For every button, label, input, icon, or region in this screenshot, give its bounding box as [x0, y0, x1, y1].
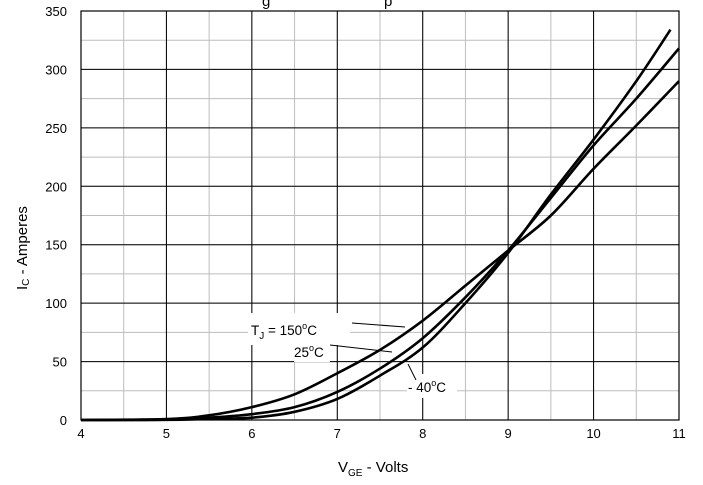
y-tick-label: 300 [45, 62, 67, 77]
x-tick-label: 11 [672, 426, 686, 441]
annotation-150c-tail: C [307, 323, 317, 338]
y-axis-title-main: I [14, 286, 31, 290]
y-axis-title-rest: - Amperes [14, 206, 31, 279]
annotation-150c-sub: J [259, 331, 264, 342]
annotation-25c-leader [329, 344, 393, 353]
annotation-150c-label: TJ = 150oC [251, 321, 317, 342]
annotation-25c-tail: C [314, 345, 324, 360]
y-tick-label: 350 [45, 4, 67, 19]
x-axis-title-sub: GE [348, 468, 363, 479]
title-fragment-2: p [384, 0, 392, 10]
x-axis-title: VGE - Volts [338, 459, 408, 479]
x-tick-labels: 4 5 6 7 8 9 10 11 [77, 426, 685, 441]
annotation-minus40c-label: - 40oC [408, 378, 446, 395]
series-line-0 [80, 80, 680, 422]
y-tick-label: 250 [45, 121, 67, 136]
x-tick-label: 10 [586, 426, 600, 441]
annotation-150c-sup: o [302, 321, 307, 331]
series-group [80, 28, 680, 422]
y-axis-title-sub: C [21, 279, 32, 286]
annotation-minus40c-sup: o [431, 378, 436, 388]
y-tick-label: 200 [45, 179, 67, 194]
x-axis-title-main: V [338, 459, 348, 476]
annotation-minus40c-tail: C [436, 380, 446, 395]
plot-frame [80, 10, 680, 421]
annotation-25c-main: 25 [294, 345, 309, 360]
title-fragment-1: g [262, 0, 270, 10]
annotation-150c-background [248, 313, 350, 345]
annotation-150c-leader [351, 322, 406, 328]
annotation-25c-background [294, 340, 330, 362]
annotation-minus40c-main: - 40 [408, 380, 431, 395]
y-tick-label: 0 [60, 413, 67, 428]
x-tick-label: 5 [163, 426, 170, 441]
y-tick-label: 150 [45, 238, 67, 253]
y-tick-label: 100 [45, 296, 67, 311]
y-tick-labels: 0 50 100 150 200 250 300 350 [45, 4, 67, 428]
annotation-25c-label: 25oC [294, 343, 324, 360]
x-tick-label: 4 [77, 426, 84, 441]
x-tick-label: 7 [334, 426, 341, 441]
annotation-minus40c-leader [407, 363, 417, 381]
annotation-150c-rest: = 150 [264, 323, 302, 338]
x-tick-label: 6 [248, 426, 255, 441]
series-line-2 [80, 28, 672, 422]
x-tick-label: 9 [505, 426, 512, 441]
y-axis-title: IC - Amperes [14, 206, 32, 290]
minor-grid [80, 10, 680, 421]
x-axis-title-rest: - Volts [362, 459, 408, 476]
annotation-25c-sup: o [309, 343, 314, 353]
x-tick-label: 8 [419, 426, 426, 441]
y-tick-label: 50 [53, 355, 67, 370]
annotation-150c-main: T [251, 323, 259, 338]
